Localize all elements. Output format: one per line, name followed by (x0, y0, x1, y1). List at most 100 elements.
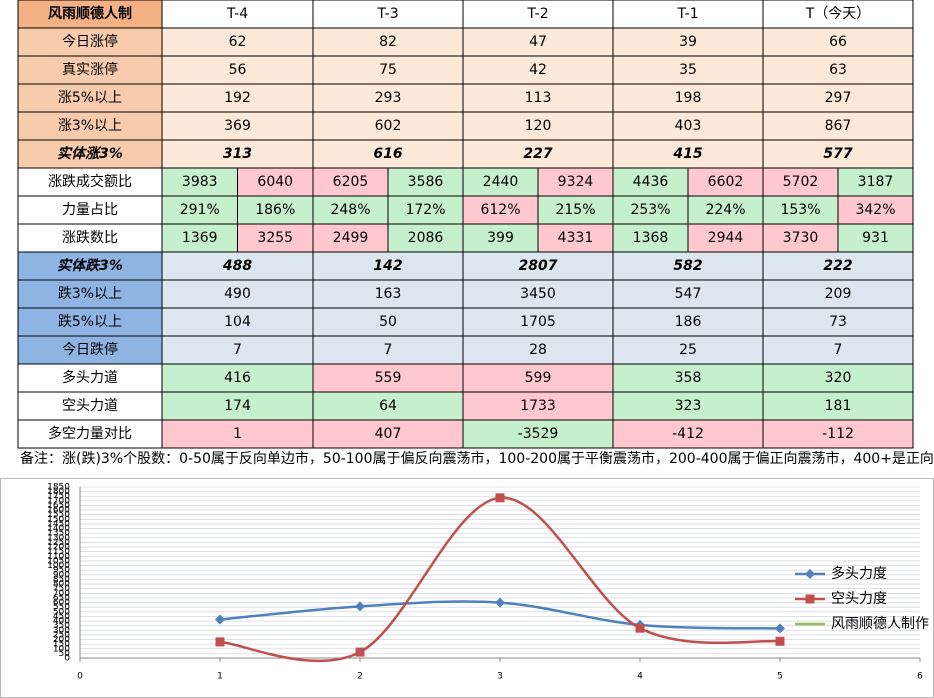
table-cell (161, 55, 314, 85)
marker (355, 601, 365, 612)
cell-text: 253% (630, 202, 670, 218)
cell-text: 342% (855, 202, 895, 218)
cell-text: 192 (224, 90, 251, 106)
table-cell (161, 27, 314, 57)
cell-text: 47 (529, 34, 547, 50)
y-tick-label: 1750 (47, 492, 70, 502)
cell-text: 222 (823, 258, 852, 274)
marker (775, 636, 785, 646)
cell-text: 真实涨停 (62, 61, 118, 78)
table-cell (762, 55, 914, 85)
y-tick-label: 750 (53, 584, 70, 594)
table-cell (612, 307, 764, 337)
y-tick-label: 350 (53, 621, 70, 631)
table-cell (161, 195, 238, 225)
cell-text: 多头力道 (62, 369, 118, 386)
cell-text: 120 (525, 118, 552, 134)
cell-text: 66 (829, 34, 847, 50)
cell-text: 7 (384, 342, 393, 358)
table-cell (462, 195, 539, 225)
cell-text: 64 (379, 398, 397, 414)
table-cell (762, 363, 914, 393)
cell-text: 490 (224, 286, 251, 302)
cell-text: 369 (224, 118, 251, 134)
y-tick-label: 1600 (47, 506, 70, 516)
marker (775, 623, 785, 634)
cell-text: 涨跌成交额比 (48, 173, 132, 190)
y-tick-label: 950 (53, 566, 70, 576)
cell-text: 399 (487, 230, 514, 246)
marker (635, 623, 645, 633)
cell-text: 2086 (408, 230, 444, 246)
cell-text: 力量占比 (62, 202, 118, 218)
cell-text: 73 (829, 314, 847, 330)
cell-text: 56 (229, 62, 247, 78)
table-cell (312, 167, 389, 197)
cell-text: 215% (555, 202, 595, 218)
table-cell (762, 307, 914, 337)
y-tick-label: 200 (53, 635, 70, 645)
y-tick-label: 1200 (47, 543, 70, 553)
cell-text: 616 (373, 146, 402, 162)
cell-text: 7 (233, 342, 242, 358)
cell-text: 867 (825, 118, 852, 134)
y-tick-label: 1650 (47, 501, 70, 511)
table-cell (837, 195, 914, 225)
cell-text: 5702 (783, 174, 819, 190)
table-cell (762, 195, 839, 225)
cell-text: 227 (523, 146, 552, 162)
table-cell (537, 223, 614, 253)
table-cell (17, 251, 163, 281)
y-tick-label: 1350 (47, 529, 70, 539)
marker (495, 493, 505, 503)
table-cell (612, 251, 764, 281)
cell-text: 3255 (257, 230, 293, 246)
cell-text: 198 (675, 90, 702, 106)
y-tick-label: 0 (64, 654, 70, 664)
x-tick-label: 5 (777, 672, 783, 682)
table-cell (312, 335, 464, 365)
y-tick-label: 900 (53, 570, 70, 580)
table-cell (462, 335, 614, 365)
y-tick-label: 550 (53, 603, 70, 613)
table-cell (837, 223, 914, 253)
table-cell (462, 55, 614, 85)
cell-text: T-1 (676, 6, 698, 22)
cell-text: 186% (255, 202, 295, 218)
cell-text: 248% (330, 202, 370, 218)
cell-text: 今日涨停 (62, 33, 118, 50)
cell-text: 488 (222, 258, 252, 274)
cell-text: 1 (233, 426, 242, 442)
table-cell (762, 335, 914, 365)
cell-text: T-2 (526, 6, 548, 22)
cell-text: 2807 (519, 258, 558, 274)
cell-text: 2440 (483, 174, 519, 190)
legend-marker (805, 569, 815, 579)
table-cell (312, 55, 464, 85)
y-tick-label: 250 (53, 630, 70, 640)
legend-label: 风雨顺德人制作 (831, 616, 929, 632)
table-cell (687, 167, 764, 197)
cell-text: 602 (375, 118, 402, 134)
table-cell (17, 0, 163, 29)
cell-text: 62 (229, 34, 247, 50)
table-cell (612, 223, 689, 253)
y-tick-label: 1100 (47, 552, 70, 562)
cell-text: 113 (525, 90, 552, 106)
y-tick-label: 700 (53, 589, 70, 599)
cell-text: 涨跌数比 (62, 230, 118, 246)
x-tick-label: 3 (497, 672, 503, 682)
cell-text: 3187 (858, 174, 894, 190)
cell-text: 6040 (257, 174, 293, 190)
cell-text: 4331 (558, 230, 594, 246)
table-cell (462, 363, 614, 393)
cell-text: 63 (829, 62, 847, 78)
cell-text: 3450 (520, 286, 556, 302)
table-cell (762, 279, 914, 309)
cell-text: 313 (223, 146, 252, 162)
table-cell (387, 223, 464, 253)
cell-text: -3529 (518, 426, 559, 442)
cell-text: 599 (525, 370, 552, 386)
table-cell (462, 0, 614, 29)
